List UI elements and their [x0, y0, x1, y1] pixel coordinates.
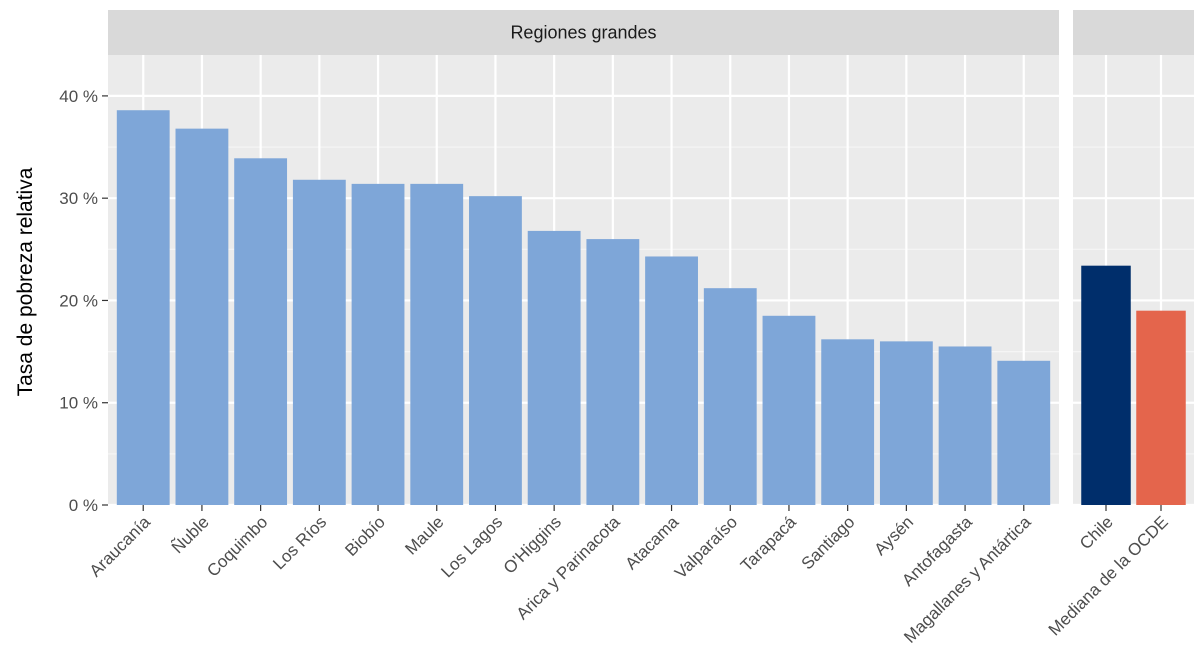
y-axis-title: Tasa de pobreza relativa — [14, 167, 37, 396]
bar-magallanes-y-ant-rtica — [997, 360, 1051, 505]
bar-biob-o — [351, 183, 405, 505]
bar-araucan-a — [116, 110, 170, 506]
x-tick-label: Los Ríos — [269, 512, 330, 573]
x-tick-label: Atacama — [622, 512, 683, 573]
facet-strip — [108, 10, 1059, 55]
bar--uble — [175, 128, 229, 506]
y-tick-label: 20 % — [59, 291, 98, 310]
bar-chile — [1081, 265, 1131, 505]
bar-antofagasta — [938, 346, 992, 505]
x-tick-label: Aysén — [871, 512, 918, 559]
facet-strip — [1073, 10, 1194, 55]
bar-arica-y-parinacota — [586, 239, 640, 505]
bar-mediana-de-la-ocde — [1136, 310, 1186, 505]
facet-strip-label: Regiones grandes — [510, 23, 656, 43]
x-tick-label: Biobío — [341, 512, 389, 560]
bar-o-higgins — [527, 230, 581, 505]
bar-los-r-os — [292, 179, 346, 506]
x-tick-label: Valparaíso — [671, 512, 741, 582]
x-tick-label: Coquimbo — [203, 512, 271, 580]
bar-santiago — [821, 339, 875, 505]
y-tick-label: 40 % — [59, 87, 98, 106]
x-tick-label: Maule — [401, 512, 447, 558]
x-tick-label: Tarapacá — [737, 512, 800, 575]
x-tick-label: Chile — [1076, 512, 1117, 553]
y-tick-label: 10 % — [59, 394, 98, 413]
x-tick-label: Santiago — [798, 512, 859, 573]
y-tick-label: 30 % — [59, 189, 98, 208]
bar-ays-n — [879, 341, 933, 505]
x-tick-label: Araucanía — [86, 512, 155, 581]
bar-tarapac- — [762, 315, 816, 505]
bar-maule — [410, 183, 464, 505]
bar-los-lagos — [469, 196, 522, 506]
x-tick-label: Ñuble — [168, 512, 213, 557]
x-tick-label: Los Lagos — [437, 512, 506, 581]
bar-coquimbo — [234, 158, 288, 505]
bar-valpara-so — [703, 288, 757, 505]
y-axis: 0 % 10 % 20 % 30 % 40 % — [59, 87, 108, 515]
y-tick-label: 0 % — [69, 496, 98, 515]
x-tick-label: Arica y Parinacota — [513, 512, 624, 623]
bar-atacama — [645, 256, 698, 505]
